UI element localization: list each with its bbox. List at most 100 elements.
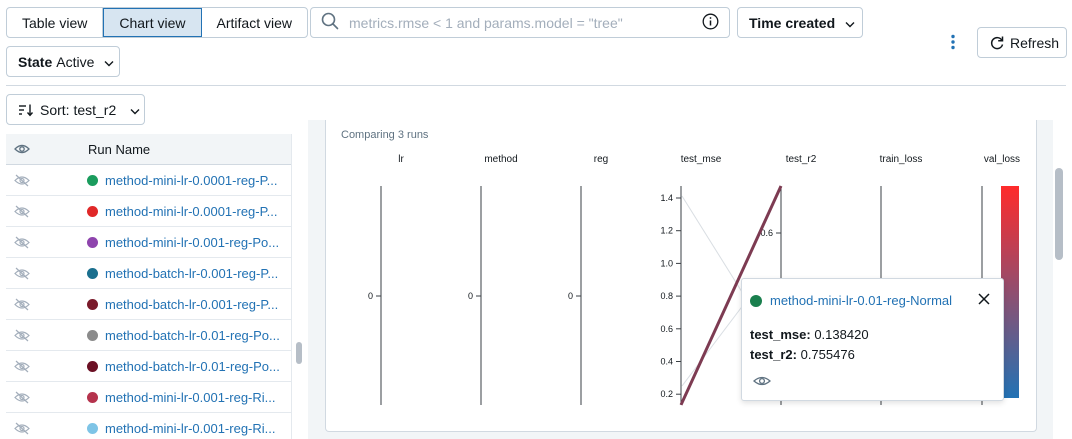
toolbar-divider (6, 85, 1066, 86)
chevron-down-icon (845, 15, 855, 31)
runs-table: Run Name method-mini-lr-0.0001-reg-P... m… (6, 134, 292, 439)
tick-label: 1.4 (660, 193, 673, 203)
tab-artifact-view[interactable]: Artifact view (216, 14, 292, 31)
run-name-link[interactable]: method-mini-lr-0.001-reg-Ri... (105, 389, 276, 405)
table-body: method-mini-lr-0.0001-reg-P... method-min… (6, 165, 291, 439)
table-header: Run Name (6, 134, 291, 165)
run-color-dot (87, 236, 98, 248)
highlighted-series-line (679, 185, 783, 406)
run-name-link[interactable]: method-mini-lr-0.001-reg-Po... (105, 234, 280, 250)
search-input[interactable]: metrics.rmse < 1 and params.model = "tre… (310, 7, 730, 38)
eye-off-icon[interactable] (8, 205, 36, 218)
table-scrollbar[interactable] (296, 342, 302, 364)
tick-label: 0 (368, 291, 373, 301)
run-color-dot (87, 360, 98, 372)
eye-off-icon[interactable] (8, 391, 36, 404)
tick-label: 0 (468, 291, 473, 301)
axis-label: test_mse (681, 154, 722, 165)
refresh-button[interactable]: Refresh (977, 27, 1067, 58)
chart-scrollbar[interactable] (1055, 168, 1063, 260)
eye-off-icon[interactable] (8, 422, 36, 435)
axis-label: val_loss (984, 154, 1020, 165)
run-color-dot (87, 422, 98, 434)
eye-off-icon[interactable] (8, 174, 36, 187)
chart-subtitle: Comparing 3 runs (341, 129, 429, 141)
tooltip-run-name[interactable]: method-mini-lr-0.01-reg-Normal (770, 293, 953, 308)
sort-dropdown[interactable]: Sort: test_r2 (6, 94, 145, 125)
more-options-icon[interactable] (950, 34, 956, 53)
eye-off-icon[interactable] (8, 360, 36, 373)
run-name-link[interactable]: method-batch-lr-0.01-reg-Po... (105, 327, 280, 343)
eye-icon[interactable] (753, 375, 771, 390)
axis-label: method (484, 154, 517, 165)
sort-icon (18, 103, 34, 117)
tab-table-view[interactable]: Table view (7, 8, 104, 37)
run-name-link[interactable]: method-batch-lr-0.01-reg-Po... (105, 358, 280, 374)
run-name-link[interactable]: method-mini-lr-0.0001-reg-P... (105, 172, 278, 188)
axis-label: test_r2 (786, 154, 817, 165)
metric-value: 0.755476 (800, 347, 855, 362)
tick-label: 1.0 (660, 258, 673, 268)
colorbar (1001, 186, 1019, 398)
table-row[interactable]: method-mini-lr-0.001-reg-Po... (6, 227, 291, 258)
metric-key: test_r2: (750, 347, 797, 362)
search-icon (321, 12, 339, 33)
time-created-label: Time created (749, 14, 836, 31)
state-value: Active (56, 53, 95, 70)
eye-off-icon[interactable] (8, 329, 36, 342)
column-header-run-name[interactable]: Run Name (88, 141, 151, 157)
tick-label: 1.2 (660, 226, 673, 236)
view-mode-toggle: Table view Chart view Artifact view (6, 7, 308, 38)
table-row[interactable]: method-mini-lr-0.0001-reg-P... (6, 196, 291, 227)
tick-label: 0.2 (660, 389, 673, 399)
table-row[interactable]: method-batch-lr-0.001-reg-P... (6, 258, 291, 289)
run-tooltip: method-mini-lr-0.01-reg-Normal test_mse:… (741, 278, 1004, 401)
run-color-dot (87, 267, 98, 279)
tick-label: 0.8 (660, 291, 673, 301)
table-row[interactable]: method-batch-lr-0.01-reg-Po... (6, 320, 291, 351)
refresh-icon (989, 35, 1005, 51)
axis-label: lr (398, 154, 404, 165)
run-name-link[interactable]: method-mini-lr-0.001-reg-Ri... (105, 420, 276, 436)
state-filter-dropdown[interactable]: State Active (6, 46, 120, 77)
tooltip-metric-row: test_r2: 0.755476 (750, 345, 869, 365)
run-color-dot (750, 294, 762, 307)
refresh-label: Refresh (1010, 34, 1060, 51)
time-created-dropdown[interactable]: Time created (737, 7, 863, 38)
run-color-dot (87, 205, 98, 217)
table-row[interactable]: method-mini-lr-0.001-reg-Ri... (6, 382, 291, 413)
run-name-link[interactable]: method-batch-lr-0.001-reg-P... (105, 296, 279, 312)
tick-label: 0 (568, 291, 573, 301)
tooltip-metric-row: test_mse: 0.138420 (750, 325, 869, 345)
chevron-down-icon (130, 102, 140, 118)
eye-icon[interactable] (8, 143, 36, 155)
tick-label: 0.6 (660, 324, 673, 334)
run-color-dot (87, 298, 98, 310)
run-color-dot (87, 174, 98, 186)
run-color-dot (87, 391, 98, 403)
table-row[interactable]: method-mini-lr-0.0001-reg-P... (6, 165, 291, 196)
tick-label: 0.4 (660, 357, 673, 367)
eye-off-icon[interactable] (8, 298, 36, 311)
search-placeholder: metrics.rmse < 1 and params.model = "tre… (349, 14, 623, 31)
metric-key: test_mse: (750, 327, 811, 342)
eye-off-icon[interactable] (8, 236, 36, 249)
tick-label: 0.6 (760, 228, 773, 238)
axis-label: train_loss (880, 154, 923, 165)
sort-label: Sort: test_r2 (40, 101, 117, 118)
close-icon[interactable] (978, 293, 990, 308)
info-icon[interactable] (702, 13, 719, 33)
chevron-down-icon (104, 54, 114, 70)
table-row[interactable]: method-batch-lr-0.001-reg-P... (6, 289, 291, 320)
table-row[interactable]: method-batch-lr-0.01-reg-Po... (6, 351, 291, 382)
table-row[interactable]: method-mini-lr-0.001-reg-Ri... (6, 413, 291, 439)
run-color-dot (87, 329, 98, 341)
tab-chart-view[interactable]: Chart view (103, 8, 202, 37)
run-name-link[interactable]: method-batch-lr-0.001-reg-P... (105, 265, 279, 281)
parallel-coordinates-chart: Comparing 3 runs lr 0 method 0 reg 0 test_mse 1.… (341, 129, 1020, 406)
eye-off-icon[interactable] (8, 267, 36, 280)
axis-label: reg (594, 154, 608, 165)
run-name-link[interactable]: method-mini-lr-0.0001-reg-P... (105, 203, 278, 219)
metric-value: 0.138420 (814, 327, 869, 342)
state-label: State (18, 53, 53, 70)
